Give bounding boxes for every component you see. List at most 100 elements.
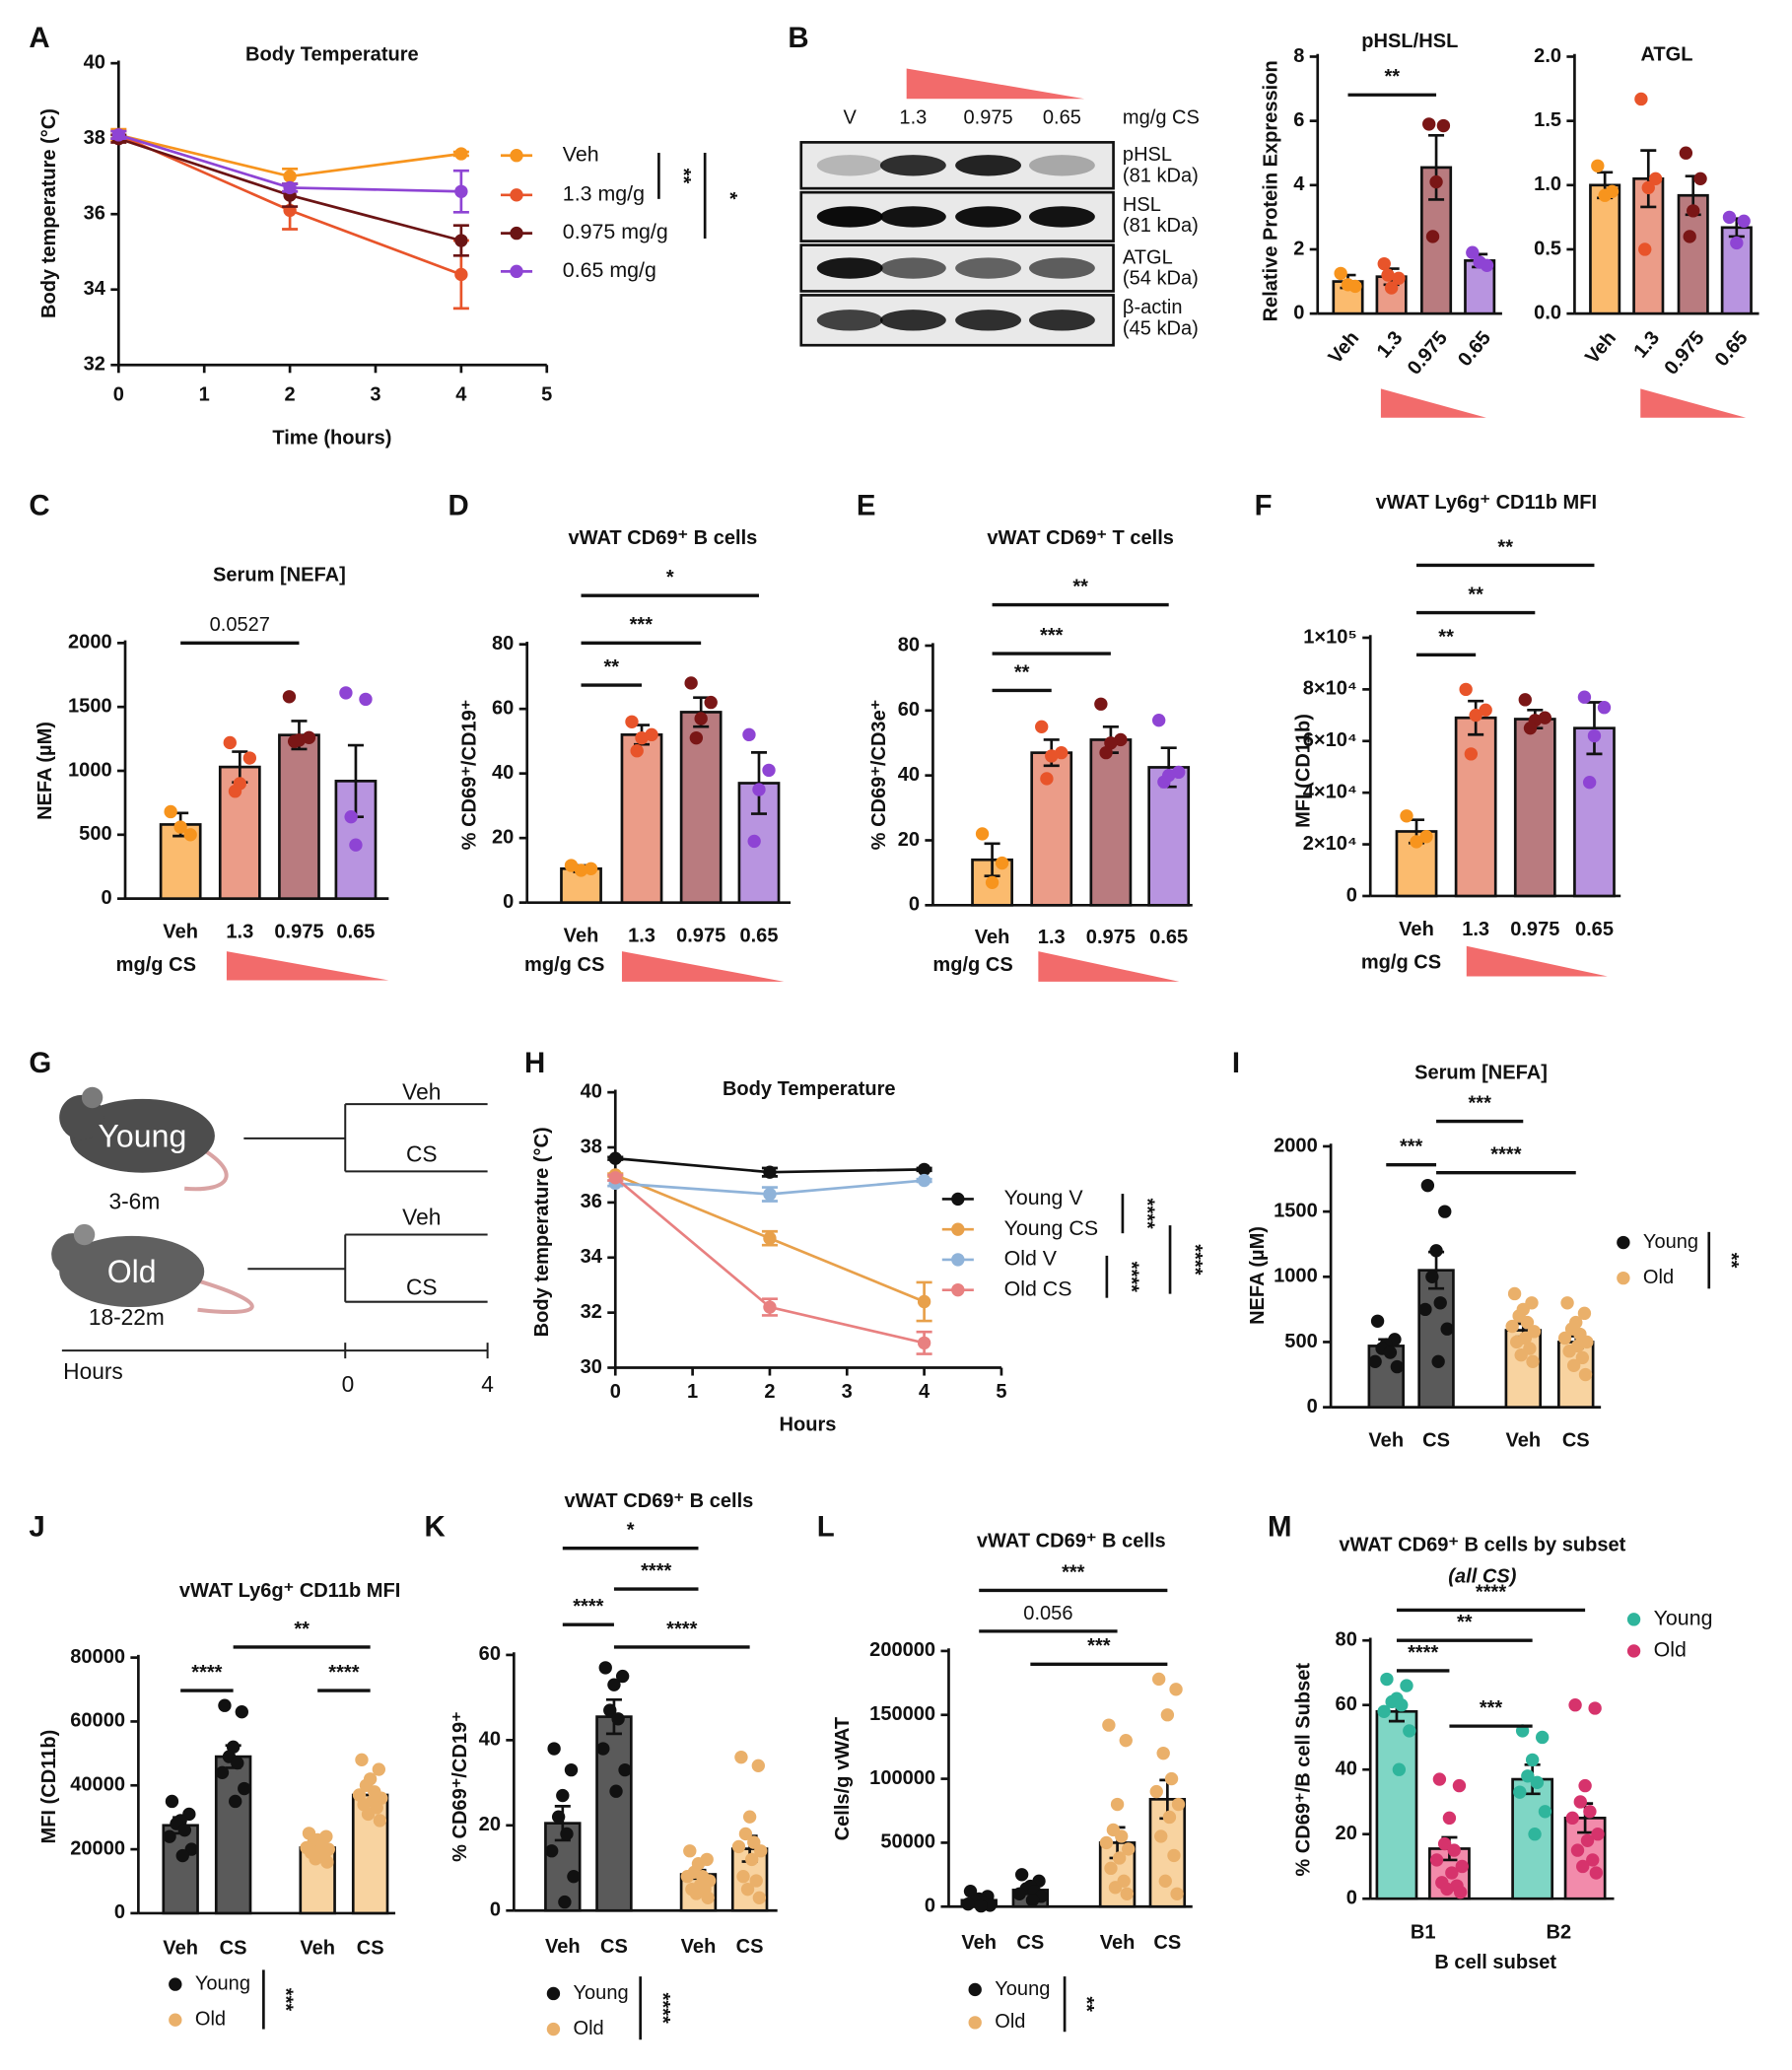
data-point [684,676,698,690]
y-tick-label: 2000 [1274,1135,1318,1156]
data-point [747,834,761,849]
legend-marker [546,2022,561,2036]
mouse-tail [196,1278,254,1315]
data-point [1157,775,1171,789]
y-tick-label: 38 [581,1136,602,1157]
x-tick-label: 5 [541,383,552,405]
bar [1417,1269,1455,1409]
data-point [742,1810,757,1824]
data-point [1099,1835,1114,1850]
y-tick-label: 0 [503,891,514,913]
data-point [1597,701,1612,715]
y-axis-label: NEFA (µM) [34,722,56,820]
data-point [1420,1178,1435,1193]
data-point [731,1839,746,1854]
data-point [1518,693,1532,707]
data-point [1392,1762,1407,1776]
y-tick-label: 20 [898,829,920,851]
data-point [1464,747,1479,761]
y-tick-label: 0 [114,1901,125,1923]
chart-title: vWAT CD69⁺ B cells [977,1530,1166,1552]
bar [620,733,663,904]
bar [1589,183,1621,315]
data-point [1521,1769,1535,1783]
data-point [1395,1698,1409,1712]
x-tick-label: Veh [975,927,1010,948]
significance-label: * [627,1520,635,1542]
x-tick-label: 1.3 [628,926,655,947]
data-point [1473,255,1486,269]
legend-marker [951,1253,965,1267]
significance-label: ** [1468,584,1483,605]
legend-label: Old [1643,1267,1674,1288]
data-point [736,1869,750,1884]
data-point [242,751,257,765]
significance-label: *** [1087,1635,1111,1657]
data-point [1560,1296,1574,1310]
data-point [1679,146,1693,160]
legend-label: Young [1654,1606,1713,1629]
x-tick-label: Veh [545,1936,581,1958]
data-point [1151,714,1166,727]
data-point [228,785,242,798]
bar [214,1755,252,1915]
chart-subtitle: (all CS) [1448,1565,1516,1587]
y-tick-label: 30 [581,1356,602,1378]
y-tick-label: 50000 [880,1831,935,1853]
timeline-tick: 0 [342,1371,355,1397]
y-tick-label: 38 [84,127,105,149]
data-point [1638,242,1652,256]
dose-ramp [906,68,1085,100]
data-point [282,690,297,704]
significance-label: **** [1121,1262,1142,1292]
legend-marker [951,1282,965,1297]
data-point [1591,159,1605,172]
data-point [556,1788,570,1803]
chart-title: pHSL/HSL [1361,31,1458,52]
blot-band [955,155,1021,176]
significance-label: **** [191,1662,222,1684]
legend-label: 1.3 mg/g [563,181,645,205]
data-point [1588,1701,1602,1715]
data-point [1104,736,1118,750]
legend-label: 0.65 mg/g [563,258,656,282]
data-point [1172,765,1186,780]
y-tick-label: 1.5 [1534,109,1561,131]
data-point [738,1827,753,1841]
data-point [762,763,776,778]
significance-label: ** [1384,66,1400,88]
legend-label: Young CS [1004,1216,1098,1240]
significance-label: *** [1480,1697,1503,1719]
x-tick-label: 0.65 [1454,327,1495,371]
x-tick-label: B1 [1411,1921,1436,1943]
data-point [574,863,588,877]
y-axis-label: % CD69⁺/B cell Subset [1293,1663,1315,1877]
chart-title: ATGL [1640,43,1692,65]
data-point [1520,1315,1535,1330]
data-point [454,267,468,282]
x-tick-label: 3 [370,383,380,405]
significance-label: ** [603,656,619,678]
arm-label: CS [406,1274,438,1299]
data-point [1687,204,1700,218]
x-tick-label: 0.65 [1149,927,1188,948]
data-point [545,1844,559,1858]
data-point [751,1759,765,1772]
y-tick-label: 80 [1336,1629,1357,1651]
data-point [749,1874,763,1888]
data-point [618,1762,632,1777]
y-tick-label: 36 [581,1191,602,1212]
x-tick-label: 0.65 [336,922,375,943]
band-name: HSL [1123,194,1161,216]
data-point [1110,1797,1125,1812]
significance-label: ** [1457,1612,1473,1633]
bar [278,733,320,900]
data-point [975,827,990,841]
data-point [1114,732,1128,747]
legend-marker [510,188,523,202]
data-point [917,1173,931,1188]
y-tick-label: 1.0 [1534,173,1561,195]
data-point [1589,1866,1604,1880]
blot-band [1029,155,1095,176]
x-tick-label: 4 [919,1381,930,1403]
